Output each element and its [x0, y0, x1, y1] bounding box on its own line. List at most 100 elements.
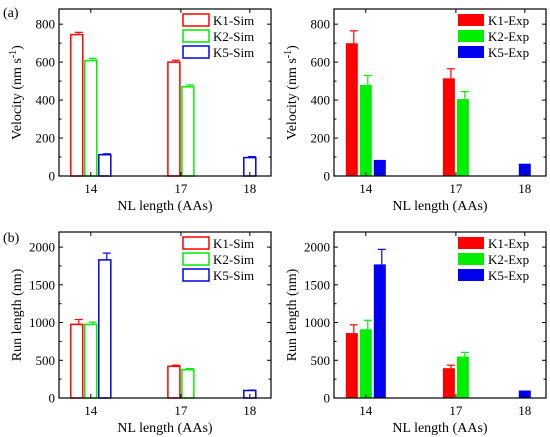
x-tick-label: 14 — [84, 181, 98, 196]
error-bar-k2-17 — [185, 367, 194, 370]
bar-k2-14 — [359, 329, 372, 398]
bar-k2-14 — [359, 84, 372, 176]
legend-label-k2: K2-Exp — [488, 252, 529, 267]
legend-swatch-k2 — [182, 29, 210, 43]
y-tick-label: 1500 — [29, 277, 55, 292]
x-tick-label: 18 — [518, 403, 531, 418]
x-tick-label: 18 — [243, 403, 256, 418]
error-bar-k1-17 — [446, 364, 455, 369]
x-tick-label: 14 — [359, 181, 373, 196]
chart-a-exp: 0 200 400 600 800 14 17 18 NL length (AAs) Veloci… — [283, 8, 547, 214]
legend-swatch-k5 — [458, 46, 484, 58]
bar-k1-17 — [442, 368, 455, 398]
bar-k2-17 — [181, 368, 195, 399]
y-tick-label: 500 — [36, 353, 56, 368]
y-tick-label: 0 — [324, 391, 331, 406]
error-bar-k5-14 — [102, 252, 111, 260]
legend-swatch-k2 — [182, 252, 210, 266]
legend-label-k1: K1-Sim — [213, 13, 254, 28]
y-tick-label: 200 — [36, 131, 56, 146]
x-tick-label: 17 — [174, 181, 188, 196]
x-tick-label: 14 — [359, 403, 373, 418]
legend-label-k2: K2-Sim — [213, 29, 254, 44]
error-bar-k2-14 — [88, 57, 97, 61]
bar-k5-14 — [98, 259, 112, 399]
plot-frame — [333, 8, 547, 177]
plot-frame — [58, 231, 272, 399]
x-tick-label: 17 — [449, 403, 463, 418]
error-bar-k1-14 — [74, 31, 83, 35]
y-tick-label: 1000 — [29, 315, 55, 330]
y-tick-label: 800 — [36, 17, 56, 32]
x-tick-label: 14 — [84, 403, 98, 418]
legend-label-k5: K5-Exp — [488, 45, 529, 60]
y-axis-label: Run length (nm) — [10, 268, 25, 361]
x-axis-label: NL length (AAs) — [117, 199, 212, 214]
bar-k2-14 — [84, 59, 98, 177]
error-bar-k2-17 — [185, 84, 194, 87]
legend-swatch-k1 — [182, 13, 210, 27]
legend-label-k5: K5-Sim — [213, 45, 254, 60]
chart-b-exp: 0 500 1000 1500 2000 14 17 18 NL length (AAs) Run… — [285, 231, 547, 436]
legend-swatch-k1 — [182, 236, 210, 250]
y-tick-label: 1500 — [304, 277, 330, 292]
bar-k1-17 — [167, 61, 181, 177]
y-tick-label: 0 — [324, 169, 331, 184]
legend-swatch-k2 — [458, 253, 484, 265]
error-bar-k2-17 — [460, 90, 469, 100]
x-axis-label: NL length (AAs) — [117, 421, 212, 436]
legend-swatch-k5 — [182, 268, 210, 282]
legend-swatch-k2 — [458, 30, 484, 42]
x-tick-label: 17 — [174, 403, 188, 418]
bar-k5-14 — [98, 153, 112, 177]
bar-k2-17 — [181, 86, 195, 177]
legend-swatch-k5 — [458, 269, 484, 281]
y-tick-label: 800 — [311, 17, 331, 32]
y-tick-label: 200 — [311, 131, 331, 146]
chart-a-sim: 0 200 400 600 800 14 17 18 NL length (AAs) Veloci… — [8, 8, 272, 214]
error-bar-k2-14 — [88, 321, 97, 325]
legend-swatch-k1 — [458, 14, 484, 26]
y-tick-label: 400 — [36, 93, 56, 108]
bar-k5-14 — [373, 159, 386, 176]
error-bar-k1-14 — [349, 30, 358, 44]
y-axis-label: Run length (nm) — [285, 268, 300, 361]
chart-b-sim: 0 500 1000 1500 2000 14 17 18 NL length (AAs) Run… — [10, 231, 272, 436]
bar-k5-18 — [518, 163, 531, 176]
plot-frame — [58, 8, 272, 177]
bar-k1-14 — [345, 43, 358, 177]
legend-label-k5: K5-Sim — [213, 268, 254, 283]
error-bar-k5-14 — [102, 153, 111, 155]
y-tick-label: 0 — [49, 169, 56, 184]
error-bar-k1-14 — [74, 318, 83, 325]
error-bar-k2-17 — [460, 351, 469, 357]
error-bar-k2-14 — [363, 319, 372, 330]
bar-k1-14 — [70, 323, 84, 399]
x-tick-label: 18 — [518, 181, 531, 196]
legend-label-k1: K1-Exp — [488, 13, 529, 28]
error-bar-k2-14 — [363, 74, 372, 85]
y-axis-label: Velocity (nm s-1) — [283, 45, 300, 140]
x-axis-label: NL length (AAs) — [392, 199, 487, 214]
bar-k1-17 — [167, 365, 181, 399]
legend-label-k1: K1-Sim — [213, 236, 254, 251]
bar-k2-17 — [456, 99, 469, 176]
y-axis-label: Velocity (nm s-1) — [8, 45, 25, 140]
y-tick-label: 1000 — [304, 315, 330, 330]
plot-frame — [333, 231, 547, 399]
bar-k2-17 — [456, 356, 469, 398]
error-bar-k5-14 — [377, 248, 386, 265]
x-tick-label: 17 — [449, 181, 463, 196]
y-tick-label: 0 — [49, 391, 56, 406]
error-bar-k1-14 — [349, 324, 358, 334]
legend-swatch-k1 — [458, 237, 484, 249]
error-bar-k1-17 — [446, 68, 455, 79]
legend-label-k5: K5-Exp — [488, 268, 529, 283]
legend-label-k2: K2-Sim — [213, 252, 254, 267]
legend-label-k2: K2-Exp — [488, 29, 529, 44]
x-axis-label: NL length (AAs) — [392, 421, 487, 436]
bar-k5-14 — [373, 264, 386, 398]
legend-swatch-k5 — [182, 45, 210, 59]
y-tick-label: 400 — [311, 93, 331, 108]
bar-k1-17 — [442, 78, 455, 176]
